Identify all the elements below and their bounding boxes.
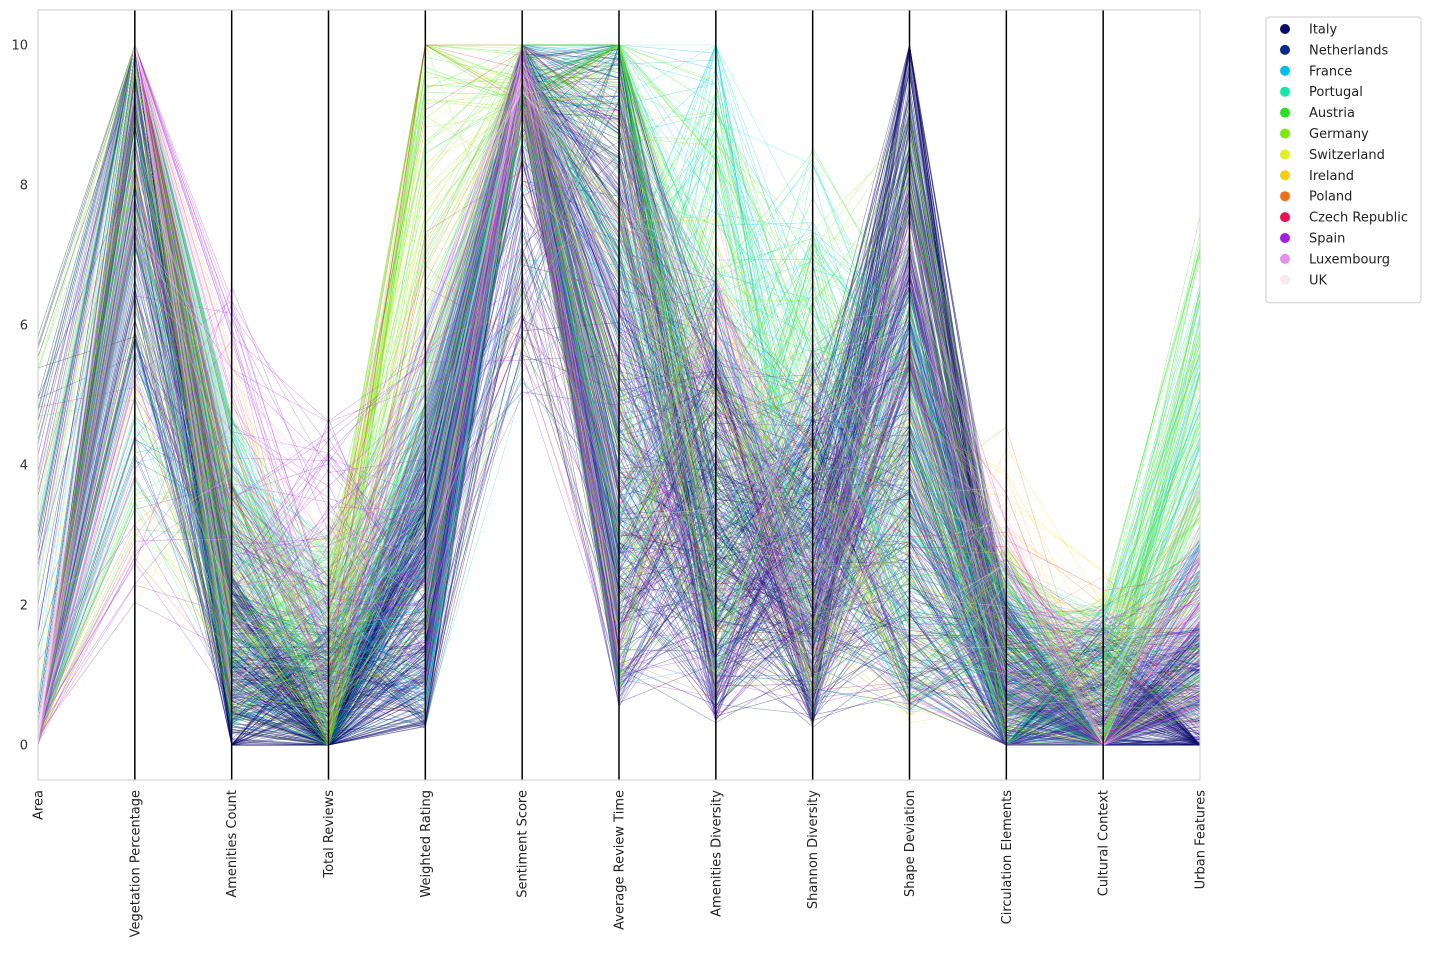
axis-label: Average Review Time <box>613 790 628 930</box>
axis-label: Amenities Diversity <box>709 790 724 917</box>
axis-label: Urban Features <box>1194 790 1209 890</box>
axis-label: Circulation Elements <box>1000 790 1015 925</box>
legend-label: Spain <box>1309 232 1345 247</box>
legend-label: UK <box>1309 273 1328 288</box>
y-tick-label: 0 <box>20 739 28 754</box>
legend-marker <box>1280 274 1290 285</box>
axis-labels: Area Vegetation Percentage Amenities Count… <box>32 790 1209 938</box>
axis-label: Sentiment Score <box>516 790 531 898</box>
legend-marker <box>1280 128 1290 139</box>
legend-marker <box>1280 24 1290 34</box>
legend-label: Ireland <box>1309 169 1354 184</box>
legend-marker <box>1280 191 1290 202</box>
axis-label: Vegetation Percentage <box>128 790 143 937</box>
y-tick-label: 10 <box>11 39 28 54</box>
legend-marker <box>1280 149 1290 160</box>
y-tick-label: 8 <box>20 179 28 194</box>
axis-label: Shape Deviation <box>903 790 918 897</box>
legend-marker <box>1280 86 1290 97</box>
legend-label: Portugal <box>1309 85 1363 100</box>
legend-label: Austria <box>1309 106 1355 121</box>
axes <box>134 10 1104 780</box>
legend-marker <box>1280 44 1290 55</box>
legend-label: Switzerland <box>1309 148 1385 163</box>
legend-label: Czech Republic <box>1309 211 1408 226</box>
y-tick-label: 6 <box>20 319 28 334</box>
legend-label: Luxembourg <box>1309 252 1390 267</box>
y-tick-labels: 0 2 4 6 8 10 <box>11 39 28 754</box>
axis-label: Cultural Context <box>1097 790 1112 896</box>
plot-frame <box>37 9 1201 781</box>
legend-label: France <box>1309 64 1352 79</box>
legend-marker <box>1280 107 1290 118</box>
legend-marker <box>1280 233 1290 243</box>
legend-marker <box>1280 170 1290 181</box>
legend-label: Netherlands <box>1309 43 1388 58</box>
legend-box <box>1265 16 1422 304</box>
axis-label: Total Reviews <box>322 790 337 879</box>
legend: Italy Netherlands France Portugal Austria Ger… <box>1265 16 1422 304</box>
axis-label: Amenities Count <box>225 790 240 898</box>
legend-label: Italy <box>1309 23 1338 38</box>
legend-marker <box>1280 212 1290 223</box>
legend-label: Poland <box>1309 190 1352 205</box>
axis-label: Shannon Diversity <box>806 790 821 909</box>
y-tick-label: 4 <box>20 459 28 474</box>
legend-marker <box>1280 253 1290 264</box>
legend-marker <box>1280 65 1290 76</box>
y-tick-label: 2 <box>20 599 28 614</box>
axis-label: Area <box>32 790 47 820</box>
axis-label: Weighted Rating <box>419 790 434 898</box>
legend-label: Germany <box>1309 127 1369 142</box>
